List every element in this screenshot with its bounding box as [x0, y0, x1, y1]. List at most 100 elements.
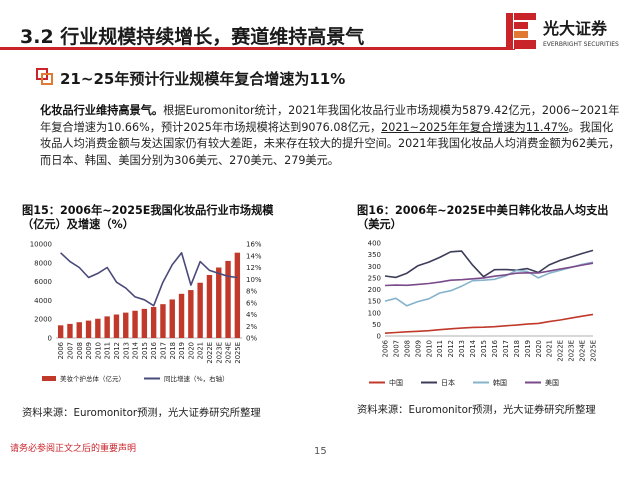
footer-disclaimer: 请务必参阅正文之后的重要声明 — [10, 444, 137, 454]
x-axis-tick: 2014 — [132, 342, 140, 359]
right-axis-tick: 6% — [246, 299, 257, 307]
section-subtitle: 21~25年预计行业规模年复合增速为11% — [60, 70, 346, 88]
bar — [216, 267, 222, 338]
bar — [76, 322, 82, 338]
paragraph-lead: 化妆品行业维持高景气。 — [40, 104, 164, 117]
x-axis-tick: 2024E — [579, 340, 587, 362]
bar — [113, 314, 120, 338]
x-axis-tick: 2018 — [169, 342, 177, 359]
bar — [104, 316, 110, 338]
x-axis-tick: 2019 — [524, 340, 532, 357]
series-line — [384, 249, 594, 279]
legend-label: 美妆个护总体（亿元） — [60, 374, 125, 383]
page-title: 3.2 行业规模持续增长，赛道维持高景气 — [20, 26, 365, 48]
x-axis-tick: 2016 — [491, 340, 499, 357]
legend-label: 韩国 — [493, 378, 507, 387]
bar — [150, 306, 157, 338]
bar — [206, 275, 213, 338]
x-axis-tick: 2015 — [480, 340, 488, 357]
figure16-source: 资料来源：Euromonitor预测，光大证券研究所整理 — [357, 404, 596, 416]
x-axis-tick: 2008 — [403, 340, 411, 357]
page-number: 15 — [314, 446, 327, 457]
x-axis-tick: 2020 — [535, 340, 543, 357]
y-axis-tick: 200 — [368, 286, 381, 294]
right-axis-tick: 0% — [246, 335, 257, 343]
x-axis-tick: 2009 — [414, 340, 422, 357]
y-axis-tick: 250 — [368, 274, 381, 282]
x-axis-tick: 2023E — [568, 340, 576, 362]
chart-market-size: 0 2000 4000 6000 8000 10000 0% 2% 4% 6% 8% 10% 12% 14… — [30, 241, 262, 384]
x-axis-tick: 2017 — [159, 342, 167, 359]
growth-line — [60, 251, 238, 307]
left-axis-tick: 2000 — [34, 316, 52, 324]
y-axis-tick: 350 — [368, 251, 381, 259]
x-axis-tick: 2006 — [57, 342, 65, 359]
x-axis-tick: 2013 — [458, 340, 466, 357]
body-paragraph: 化妆品行业维持高景气。根据Euromonitor统计，2021年我国化妆品行业市… — [40, 103, 620, 169]
x-axis-tick: 2020 — [187, 342, 195, 359]
x-axis-tick: 2021 — [197, 342, 205, 359]
logo-text-cn: 光大证券 — [542, 19, 608, 38]
series-line — [384, 313, 594, 334]
legend-label: 美国 — [545, 378, 559, 387]
left-axis-tick: 10000 — [30, 241, 52, 249]
bar — [57, 325, 64, 338]
bar — [132, 310, 138, 338]
x-axis-tick: 2021 — [546, 340, 554, 357]
right-axis-tick: 12% — [246, 264, 262, 272]
bar — [197, 282, 203, 338]
bar — [141, 308, 148, 338]
bar — [178, 293, 185, 338]
y-axis-tick: 150 — [368, 298, 381, 306]
series-line — [384, 261, 594, 307]
x-axis-tick: 2022E — [206, 342, 214, 364]
x-axis-tick: 2008 — [76, 342, 84, 359]
bar — [67, 323, 73, 338]
x-axis-tick: 2018 — [513, 340, 521, 357]
bar — [234, 252, 241, 338]
right-axis-tick: 16% — [246, 241, 262, 249]
x-axis-tick: 2023E — [215, 342, 223, 364]
x-axis-tick: 2017 — [502, 340, 510, 357]
x-axis-tick: 2010 — [94, 342, 102, 359]
x-axis-tick: 2019 — [178, 342, 186, 359]
x-axis-tick: 2007 — [66, 342, 74, 359]
square-bullet-icon — [36, 68, 53, 85]
right-axis-tick: 14% — [246, 252, 262, 260]
x-axis-tick: 2009 — [85, 342, 93, 359]
figure16-title: 图16：2006年~2025E中美日韩化妆品人均支出（美元） — [357, 204, 609, 231]
bar — [188, 290, 194, 338]
y-axis-tick: 300 — [368, 263, 381, 271]
legend-swatch-bar — [42, 376, 56, 381]
left-axis-tick: 8000 — [34, 259, 52, 267]
bar — [160, 304, 166, 338]
bar — [225, 260, 231, 338]
figure15-title: 图15：2006年~2025E我国化妆品行业市场规模（亿元）及增速（%） — [22, 204, 274, 231]
y-axis-tick: 100 — [368, 309, 381, 317]
x-axis-tick: 2010 — [425, 340, 433, 357]
right-axis-tick: 10% — [246, 276, 262, 284]
legend-label: 中国 — [389, 378, 403, 387]
figure15-source: 资料来源：Euromonitor预测，光大证券研究所整理 — [22, 407, 261, 419]
bar — [85, 320, 92, 338]
x-axis-tick: 2011 — [104, 342, 112, 359]
x-axis-tick: 2007 — [392, 340, 400, 357]
x-axis-tick: 2025E — [234, 342, 242, 364]
x-axis-tick: 2012 — [447, 340, 455, 357]
y-axis-tick: 50 — [372, 321, 381, 329]
y-axis-tick: 400 — [368, 240, 381, 248]
series-line — [384, 262, 594, 287]
right-axis-tick: 2% — [246, 323, 257, 331]
bar — [169, 299, 175, 338]
logo-text-en: EVERBRIGHT SECURITIES — [543, 41, 619, 48]
x-axis-tick: 2016 — [150, 342, 158, 359]
x-axis-tick: 2015 — [141, 342, 149, 359]
left-axis-tick: 0 — [48, 335, 52, 343]
brand-mark-icon — [506, 13, 536, 49]
x-axis-tick: 2024E — [225, 342, 233, 364]
legend-label: 同比增速（%，右轴） — [164, 374, 229, 383]
x-axis-tick: 2022E — [557, 340, 565, 362]
right-axis-tick: 4% — [246, 311, 257, 319]
x-axis-tick: 2025E — [590, 340, 598, 362]
y-axis-tick: 0 — [377, 333, 381, 341]
